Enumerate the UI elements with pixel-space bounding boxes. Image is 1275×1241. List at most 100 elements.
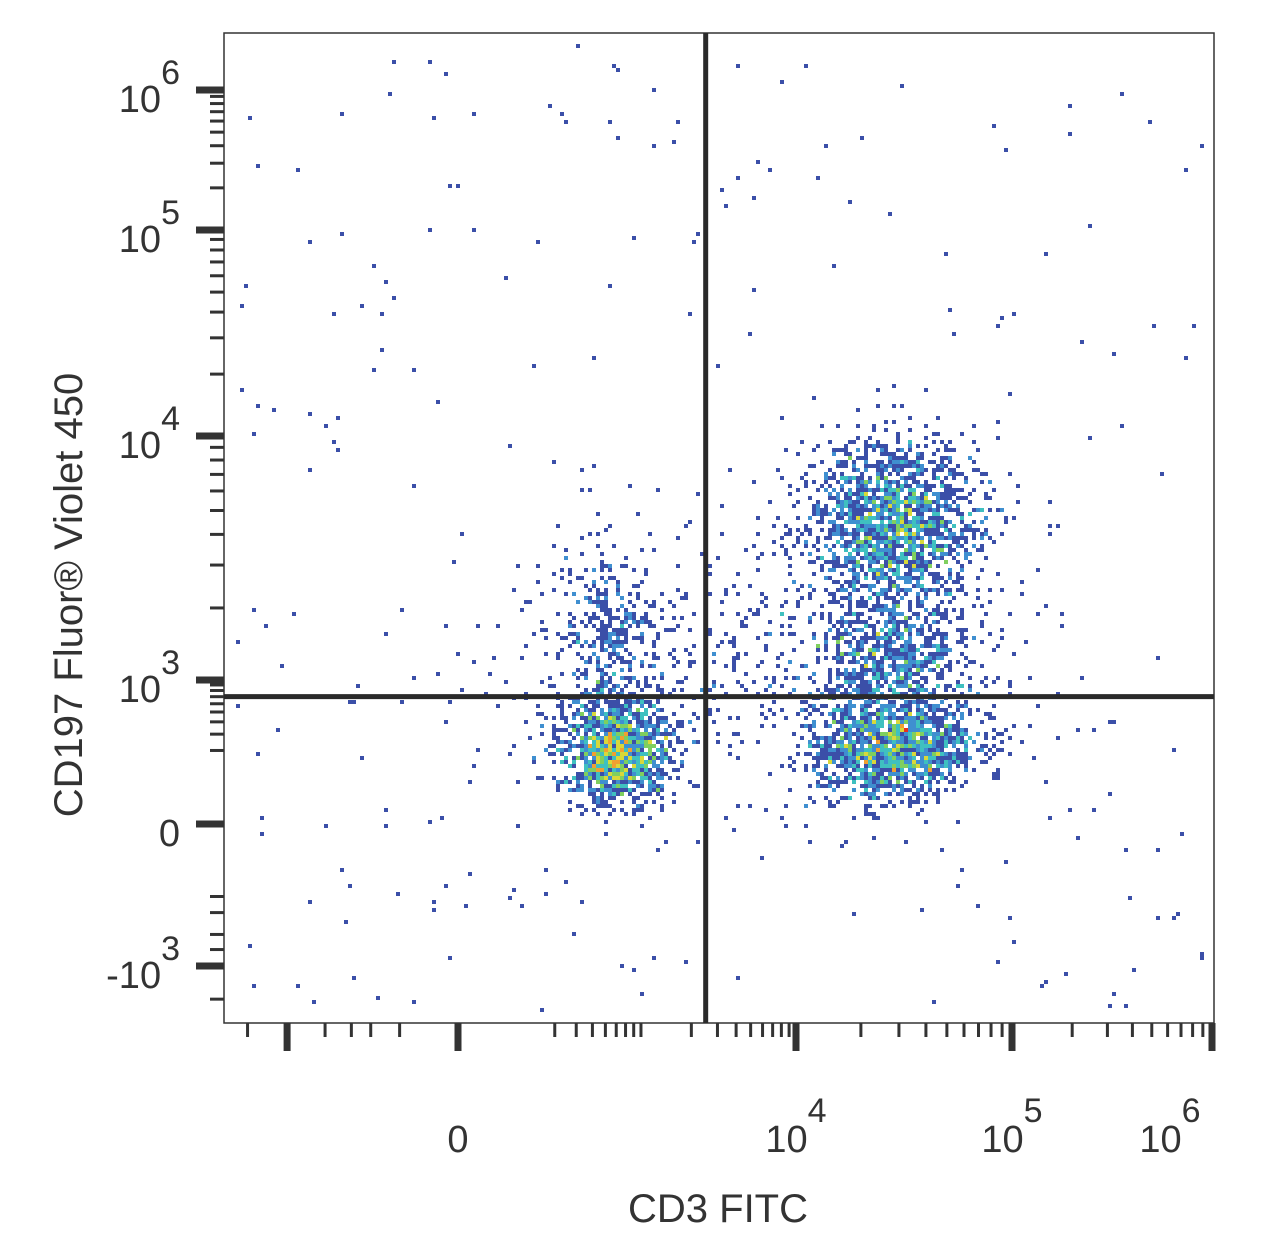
density-cell	[616, 708, 620, 712]
density-cell	[460, 532, 464, 536]
density-cell	[952, 724, 956, 728]
density-cell	[960, 672, 964, 676]
density-cell	[904, 748, 908, 752]
density-cell	[696, 492, 700, 496]
density-cell	[824, 752, 828, 756]
density-cell	[948, 308, 952, 312]
density-cell	[932, 636, 936, 640]
density-cell	[636, 764, 640, 768]
density-cell	[808, 596, 812, 600]
density-cell	[836, 424, 840, 428]
density-cell	[928, 768, 932, 772]
density-cell	[860, 768, 864, 772]
density-cell	[636, 796, 640, 800]
density-cell	[960, 588, 964, 592]
density-cell	[912, 624, 916, 628]
density-cell	[596, 636, 600, 640]
density-cell	[556, 652, 560, 656]
density-cell	[900, 800, 904, 804]
density-cell	[932, 772, 936, 776]
density-cell	[932, 660, 936, 664]
density-cell	[964, 780, 968, 784]
density-cell	[932, 708, 936, 712]
density-cell	[616, 592, 620, 596]
density-cell	[920, 708, 924, 712]
density-cell	[892, 580, 896, 584]
density-cell	[852, 680, 856, 684]
density-cell	[924, 712, 928, 716]
density-cell	[916, 604, 920, 608]
density-cell	[904, 484, 908, 488]
density-cell	[864, 672, 868, 676]
density-cell	[600, 768, 604, 772]
density-cell	[636, 636, 640, 640]
density-cell	[588, 776, 592, 780]
density-cell	[596, 780, 600, 784]
density-cell	[600, 576, 604, 580]
density-cell	[828, 744, 832, 748]
density-cell	[856, 512, 860, 516]
density-cell	[1048, 816, 1052, 820]
density-cell	[892, 628, 896, 632]
density-cell	[896, 620, 900, 624]
density-cell	[932, 432, 936, 436]
density-cell	[816, 536, 820, 540]
density-cell	[976, 708, 980, 712]
density-cell	[936, 800, 940, 804]
density-cell	[892, 656, 896, 660]
density-cell	[560, 780, 564, 784]
density-cell	[624, 776, 628, 780]
density-cell	[880, 508, 884, 512]
density-cell	[828, 692, 832, 696]
density-cell	[640, 712, 644, 716]
density-cell	[868, 752, 872, 756]
density-cell	[876, 632, 880, 636]
density-cell	[944, 740, 948, 744]
density-cell	[620, 708, 624, 712]
density-cell	[820, 736, 824, 740]
density-cell	[892, 624, 896, 628]
density-cell	[576, 668, 580, 672]
density-cell	[960, 760, 964, 764]
density-cell	[620, 632, 624, 636]
density-cell	[868, 556, 872, 560]
density-cell	[964, 768, 968, 772]
density-cell	[928, 640, 932, 644]
density-cell	[816, 176, 820, 180]
density-cell	[896, 744, 900, 748]
density-cell	[600, 600, 604, 604]
density-cell	[808, 744, 812, 748]
density-cell	[884, 732, 888, 736]
density-cell	[932, 1000, 936, 1004]
density-cell	[836, 640, 840, 644]
density-cell	[872, 552, 876, 556]
density-cell	[588, 616, 592, 620]
density-cell	[1004, 516, 1008, 520]
density-cell	[872, 532, 876, 536]
density-cell	[900, 752, 904, 756]
density-cell	[636, 620, 640, 624]
density-cell	[840, 760, 844, 764]
density-cell	[868, 540, 872, 544]
density-cell	[876, 640, 880, 644]
density-cell	[944, 456, 948, 460]
density-cell	[612, 64, 616, 68]
density-cell	[352, 976, 356, 980]
density-cell	[1080, 676, 1084, 680]
density-cell	[600, 800, 604, 804]
density-cell	[852, 468, 856, 472]
density-cell	[900, 404, 904, 408]
density-cell	[812, 744, 816, 748]
density-cell	[624, 612, 628, 616]
density-cell	[888, 596, 892, 600]
density-cell	[628, 708, 632, 712]
density-cell	[580, 552, 584, 556]
density-cell	[604, 564, 608, 568]
density-cell	[592, 464, 596, 468]
density-cell	[920, 664, 924, 668]
density-cell	[732, 636, 736, 640]
density-cell	[832, 740, 836, 744]
density-cell	[1200, 956, 1204, 960]
density-cell	[888, 548, 892, 552]
density-cell	[928, 748, 932, 752]
